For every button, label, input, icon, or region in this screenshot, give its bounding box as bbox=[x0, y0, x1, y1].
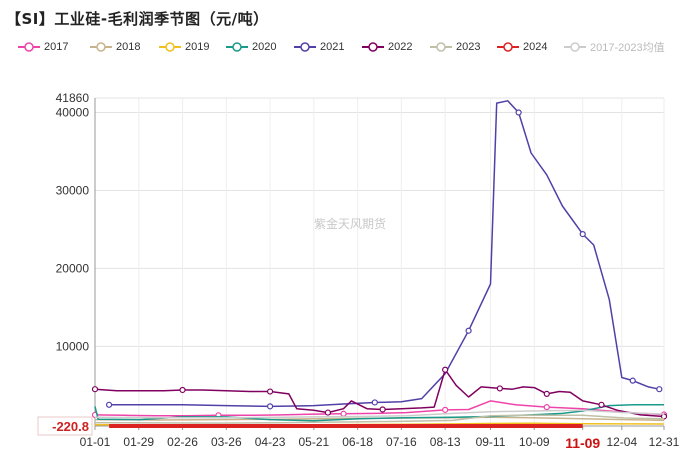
legend-item-2017[interactable]: 2017 bbox=[18, 37, 68, 57]
legend-label-2021: 2021 bbox=[320, 41, 345, 53]
legend-item-2019[interactable]: 2019 bbox=[159, 37, 209, 57]
x-tick-label: 12-04 bbox=[606, 435, 637, 449]
y-min-label-text: -220.8 bbox=[52, 419, 89, 434]
data-point bbox=[371, 399, 378, 406]
x-tick-label: 01-29 bbox=[123, 435, 154, 449]
y-tick-label: 20000 bbox=[56, 261, 90, 275]
x-tick-label: 08-13 bbox=[430, 435, 461, 449]
data-point bbox=[543, 404, 550, 411]
series-line bbox=[94, 414, 665, 424]
x-tick-label: 03-26 bbox=[211, 435, 242, 449]
x-tick-label: 07-16 bbox=[386, 435, 417, 449]
y-min-label-box bbox=[37, 416, 93, 436]
data-point bbox=[442, 366, 449, 373]
legend-marker-2021-icon bbox=[294, 42, 316, 52]
data-point bbox=[496, 385, 503, 392]
x-tick-label: 01-01 bbox=[80, 435, 111, 449]
y-tick-label: 41860 bbox=[56, 91, 90, 105]
legend-label-2019: 2019 bbox=[185, 41, 210, 53]
data-point bbox=[598, 401, 605, 408]
legend-marker-2023-icon bbox=[430, 42, 452, 52]
series-2017-2023均值 bbox=[94, 409, 665, 419]
legend-label-2023: 2023 bbox=[456, 41, 481, 53]
legend-label-2024: 2024 bbox=[523, 41, 548, 53]
series-2023 bbox=[94, 414, 665, 424]
data-point bbox=[179, 386, 186, 394]
y-tick-label: 30000 bbox=[56, 183, 90, 197]
legend-label-avg: 2017-2023均值 bbox=[590, 42, 665, 54]
legend-item-2024[interactable]: 2024 bbox=[497, 37, 547, 57]
chart-title: 【SI】工业硅-毛利润季节图（元/吨） bbox=[6, 10, 269, 28]
series-line bbox=[109, 100, 660, 408]
y-tick-label: 10000 bbox=[56, 339, 90, 353]
legend-marker-2017-icon bbox=[18, 42, 40, 52]
data-point bbox=[656, 386, 663, 393]
data-point bbox=[543, 390, 550, 397]
y-min-label: -220.8 bbox=[37, 416, 93, 436]
y-tick-label: 40000 bbox=[56, 105, 90, 119]
x-tick-label: 02-26 bbox=[167, 435, 198, 449]
legend-marker-2024-icon bbox=[497, 42, 519, 52]
legend-item-2023[interactable]: 2023 bbox=[430, 37, 480, 57]
watermark: 紫金天风期货 bbox=[314, 216, 386, 231]
data-point bbox=[465, 327, 472, 334]
legend-label-2017: 2017 bbox=[44, 41, 69, 53]
legend-marker-2019-icon bbox=[159, 42, 181, 52]
data-point bbox=[340, 410, 347, 417]
x-highlight-box bbox=[558, 432, 607, 452]
data-point bbox=[379, 406, 386, 413]
data-point bbox=[442, 406, 449, 413]
legend-label-2020: 2020 bbox=[252, 41, 277, 53]
x-highlight-label: 11-09 bbox=[558, 432, 607, 452]
legend-label-2022: 2022 bbox=[388, 41, 413, 53]
x-tick-label: 10-09 bbox=[519, 435, 550, 449]
series-line bbox=[94, 400, 665, 417]
x-tick-label: 04-23 bbox=[255, 435, 286, 449]
x-tick-label: 12-31 bbox=[649, 435, 680, 449]
x-tick-label: 06-18 bbox=[342, 435, 373, 449]
legend-marker-2018-icon bbox=[90, 42, 112, 52]
series-2021 bbox=[105, 100, 663, 410]
legend-marker-2022-icon bbox=[362, 42, 384, 52]
legend-item-2018[interactable]: 2018 bbox=[90, 37, 140, 57]
data-point bbox=[515, 109, 522, 116]
data-point bbox=[266, 403, 274, 410]
legend-item-avg[interactable]: 2017-2023均值 bbox=[564, 37, 665, 57]
data-point bbox=[629, 377, 636, 384]
data-point bbox=[579, 230, 586, 238]
legend-item-2020[interactable]: 2020 bbox=[226, 37, 276, 57]
legend-label-2018: 2018 bbox=[116, 41, 141, 53]
data-point bbox=[91, 386, 99, 393]
data-point bbox=[324, 409, 332, 416]
legend-item-2022[interactable]: 2022 bbox=[362, 37, 412, 57]
x-tick-label: 05-21 bbox=[298, 435, 329, 449]
legend-item-2021[interactable]: 2021 bbox=[294, 37, 344, 57]
legend-marker-avg-icon bbox=[564, 42, 586, 52]
x-tick-label: 09-11 bbox=[476, 435, 506, 449]
legend-marker-2020-icon bbox=[226, 42, 248, 52]
legend: 2017 2018 2019 2020 2021 2022 2023 2024 … bbox=[0, 37, 700, 57]
series-line bbox=[94, 409, 665, 419]
series-2022 bbox=[91, 366, 668, 420]
data-point bbox=[105, 401, 113, 408]
series-line bbox=[94, 368, 665, 418]
data-point bbox=[266, 388, 274, 395]
x-highlight-text: 11-09 bbox=[565, 435, 600, 451]
